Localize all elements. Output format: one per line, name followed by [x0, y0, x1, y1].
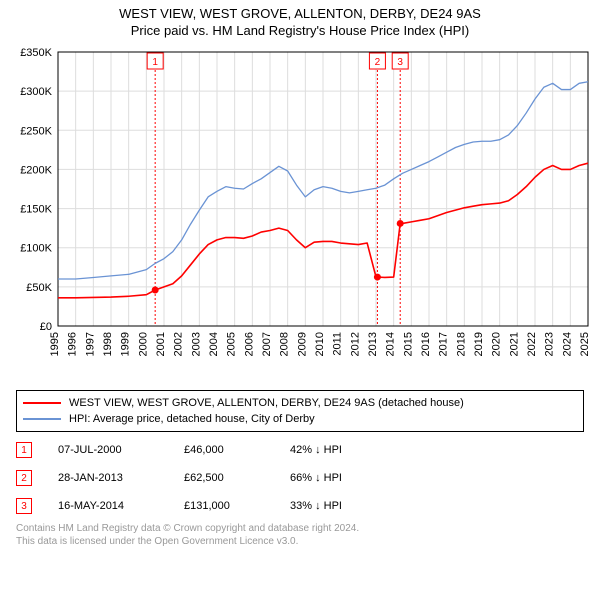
svg-text:2000: 2000: [137, 332, 149, 356]
sale-date: 07-JUL-2000: [58, 444, 158, 456]
footer-line-2: This data is licensed under the Open Gov…: [16, 535, 584, 548]
svg-text:2021: 2021: [508, 332, 520, 356]
svg-text:1999: 1999: [120, 332, 132, 356]
sale-date: 16-MAY-2014: [58, 500, 158, 512]
sale-marker: 3: [16, 498, 32, 514]
sales-table: 1 07-JUL-2000 £46,000 42% ↓ HPI 2 28-JAN-2013…: [16, 436, 584, 520]
svg-text:2020: 2020: [491, 332, 503, 356]
sale-delta: 33% ↓ HPI: [290, 500, 410, 512]
sale-marker: 2: [16, 470, 32, 486]
line-chart: £0 £50K £100K £150K £200K £250K £300K £350K 1995…: [6, 44, 594, 384]
svg-text:2018: 2018: [455, 332, 467, 356]
svg-text:£150K: £150K: [20, 204, 52, 216]
svg-text:£50K: £50K: [26, 282, 52, 294]
svg-text:2008: 2008: [279, 332, 291, 356]
sale-row: 2 28-JAN-2013 £62,500 66% ↓ HPI: [16, 464, 584, 492]
svg-text:1996: 1996: [67, 332, 79, 356]
svg-text:1997: 1997: [84, 332, 96, 356]
legend-swatch: [23, 418, 61, 420]
chart-container: WEST VIEW, WEST GROVE, ALLENTON, DERBY, …: [0, 0, 600, 552]
svg-text:2003: 2003: [190, 332, 202, 356]
svg-text:2002: 2002: [173, 332, 185, 356]
chart-area: £0 £50K £100K £150K £200K £250K £300K £350K 1995…: [6, 44, 594, 384]
sale-row: 3 16-MAY-2014 £131,000 33% ↓ HPI: [16, 492, 584, 520]
svg-text:2025: 2025: [579, 332, 591, 356]
chart-subtitle: Price paid vs. HM Land Registry's House …: [6, 23, 594, 38]
svg-text:1: 1: [152, 57, 158, 68]
svg-text:£300K: £300K: [20, 86, 52, 98]
svg-text:2015: 2015: [402, 332, 414, 356]
sale-date: 28-JAN-2013: [58, 472, 158, 484]
svg-text:1995: 1995: [49, 332, 61, 356]
svg-text:2019: 2019: [473, 332, 485, 356]
sale-row: 1 07-JUL-2000 £46,000 42% ↓ HPI: [16, 436, 584, 464]
svg-text:2016: 2016: [420, 332, 432, 356]
svg-text:£100K: £100K: [20, 243, 52, 255]
svg-text:2009: 2009: [296, 332, 308, 356]
footer: Contains HM Land Registry data © Crown c…: [16, 522, 584, 548]
svg-text:£250K: £250K: [20, 125, 52, 137]
svg-text:£0: £0: [40, 321, 52, 333]
sale-price: £131,000: [184, 500, 264, 512]
svg-text:2: 2: [375, 57, 381, 68]
svg-text:£200K: £200K: [20, 164, 52, 176]
legend-label: HPI: Average price, detached house, City…: [69, 413, 315, 425]
legend: WEST VIEW, WEST GROVE, ALLENTON, DERBY, …: [16, 390, 584, 432]
svg-text:2013: 2013: [367, 332, 379, 356]
sale-price: £62,500: [184, 472, 264, 484]
svg-text:2007: 2007: [261, 332, 273, 356]
svg-text:2001: 2001: [155, 332, 167, 356]
sale-price: £46,000: [184, 444, 264, 456]
sale-delta: 66% ↓ HPI: [290, 472, 410, 484]
svg-text:2006: 2006: [243, 332, 255, 356]
svg-text:2004: 2004: [208, 332, 220, 356]
footer-line-1: Contains HM Land Registry data © Crown c…: [16, 522, 584, 535]
svg-text:2011: 2011: [332, 332, 344, 356]
svg-text:2014: 2014: [385, 332, 397, 356]
svg-text:2010: 2010: [314, 332, 326, 356]
sale-marker: 1: [16, 442, 32, 458]
chart-title: WEST VIEW, WEST GROVE, ALLENTON, DERBY, …: [6, 6, 594, 21]
svg-text:2012: 2012: [349, 332, 361, 356]
svg-text:2024: 2024: [561, 332, 573, 356]
sale-delta: 42% ↓ HPI: [290, 444, 410, 456]
legend-label: WEST VIEW, WEST GROVE, ALLENTON, DERBY, …: [69, 397, 464, 409]
svg-text:3: 3: [397, 57, 403, 68]
legend-row: WEST VIEW, WEST GROVE, ALLENTON, DERBY, …: [23, 395, 577, 411]
svg-text:2005: 2005: [226, 332, 238, 356]
svg-text:£350K: £350K: [20, 47, 52, 59]
legend-row: HPI: Average price, detached house, City…: [23, 411, 577, 427]
svg-text:2023: 2023: [544, 332, 556, 356]
legend-swatch: [23, 402, 61, 404]
svg-text:2017: 2017: [438, 332, 450, 356]
svg-text:2022: 2022: [526, 332, 538, 356]
svg-text:1998: 1998: [102, 332, 114, 356]
